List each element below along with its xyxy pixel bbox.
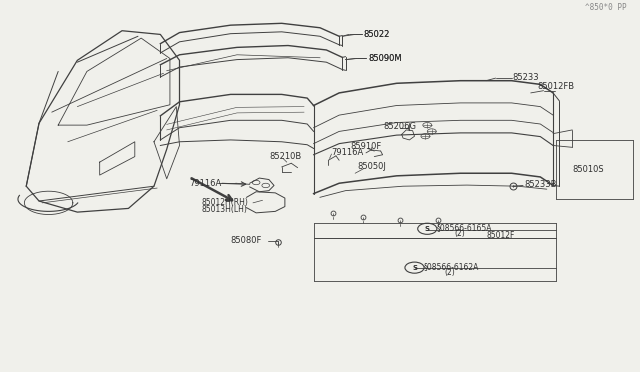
Text: S: S <box>412 264 417 271</box>
Text: 85210B: 85210B <box>269 152 301 161</box>
Text: §08566-6165A: §08566-6165A <box>436 223 492 232</box>
Text: (2): (2) <box>445 267 455 277</box>
Text: 85090M: 85090M <box>368 54 401 63</box>
Text: (2): (2) <box>454 229 465 238</box>
Text: 85206G: 85206G <box>384 122 417 131</box>
Text: 85233: 85233 <box>513 73 540 82</box>
Text: S: S <box>425 226 430 232</box>
Text: 85012FB: 85012FB <box>537 83 574 92</box>
Text: 85012H(RH): 85012H(RH) <box>202 198 249 207</box>
Text: 85010S: 85010S <box>572 165 604 174</box>
Text: 85012F: 85012F <box>486 231 515 240</box>
Text: 85910F: 85910F <box>351 142 382 151</box>
Text: 79116A: 79116A <box>332 148 364 157</box>
Text: 85022: 85022 <box>364 30 390 39</box>
Text: 85090M: 85090M <box>368 54 401 63</box>
Text: ^850*0 PP: ^850*0 PP <box>585 3 627 12</box>
Text: 79116A: 79116A <box>189 179 222 188</box>
Text: 85080F: 85080F <box>230 237 262 246</box>
Text: 85022: 85022 <box>364 30 390 39</box>
Text: 85013H(LH): 85013H(LH) <box>202 205 248 214</box>
Text: 85050J: 85050J <box>357 163 386 171</box>
Text: §08566-6162A: §08566-6162A <box>424 262 479 271</box>
Text: 85233B: 85233B <box>524 180 557 189</box>
